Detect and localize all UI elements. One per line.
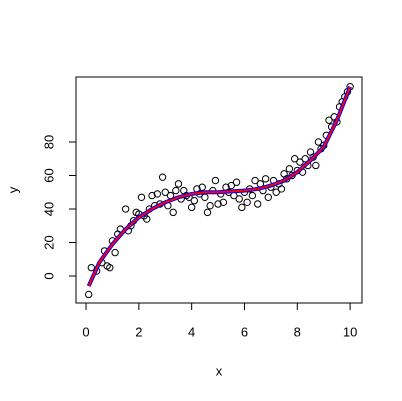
y-tick-label: 80 [41, 135, 56, 149]
data-point [153, 190, 162, 198]
data-point [158, 173, 167, 181]
x-tick-label: 0 [82, 324, 89, 339]
data-point [248, 191, 257, 200]
data-point [198, 183, 206, 191]
data-point [243, 198, 251, 207]
data-point [203, 208, 212, 217]
data-point [301, 155, 309, 163]
x-tick-label: 6 [241, 324, 248, 339]
data-point [235, 195, 243, 203]
data-point [143, 215, 151, 223]
data-point [172, 186, 180, 195]
data-point [201, 193, 209, 201]
x-tick-label: 10 [343, 324, 357, 339]
data-point [296, 158, 304, 166]
data-point [106, 263, 114, 272]
plot-frame [75, 76, 363, 304]
data-point [264, 193, 272, 201]
y-axis-title: y [5, 186, 20, 193]
data-point [312, 161, 320, 170]
data-point [121, 205, 130, 213]
data-point [285, 165, 294, 173]
y-tick-label: 60 [41, 168, 56, 182]
data-point [238, 203, 246, 212]
x-tick-label: 2 [135, 324, 142, 339]
data-point [314, 138, 323, 146]
data-point [137, 193, 146, 201]
data-point [190, 196, 199, 205]
data-point [251, 176, 259, 185]
data-point [253, 200, 262, 208]
data-point [219, 198, 228, 207]
data-point [227, 181, 235, 190]
data-point [84, 290, 93, 299]
data-point [148, 191, 156, 200]
y-tick-label: 0 [41, 272, 56, 279]
data-point [206, 201, 214, 210]
data-point [87, 263, 96, 272]
data-point [325, 116, 333, 124]
data-point [187, 203, 196, 212]
data-point [232, 178, 241, 186]
data-point [169, 208, 177, 217]
data-point [277, 185, 286, 193]
x-tick-label: 4 [188, 324, 195, 339]
y-tick-label: 20 [41, 235, 56, 249]
fit-line [86, 85, 352, 287]
data-point [174, 180, 183, 188]
data-point [290, 155, 299, 163]
x-axis-title: x [216, 363, 223, 378]
data-point [272, 188, 280, 196]
data-point [214, 200, 222, 208]
fit-line [87, 86, 352, 287]
data-point [161, 188, 169, 196]
data-point [211, 176, 220, 185]
x-tick-label: 8 [294, 324, 301, 339]
y-tick-label: 40 [41, 202, 56, 216]
data-point [261, 175, 270, 183]
data-point [111, 248, 119, 257]
